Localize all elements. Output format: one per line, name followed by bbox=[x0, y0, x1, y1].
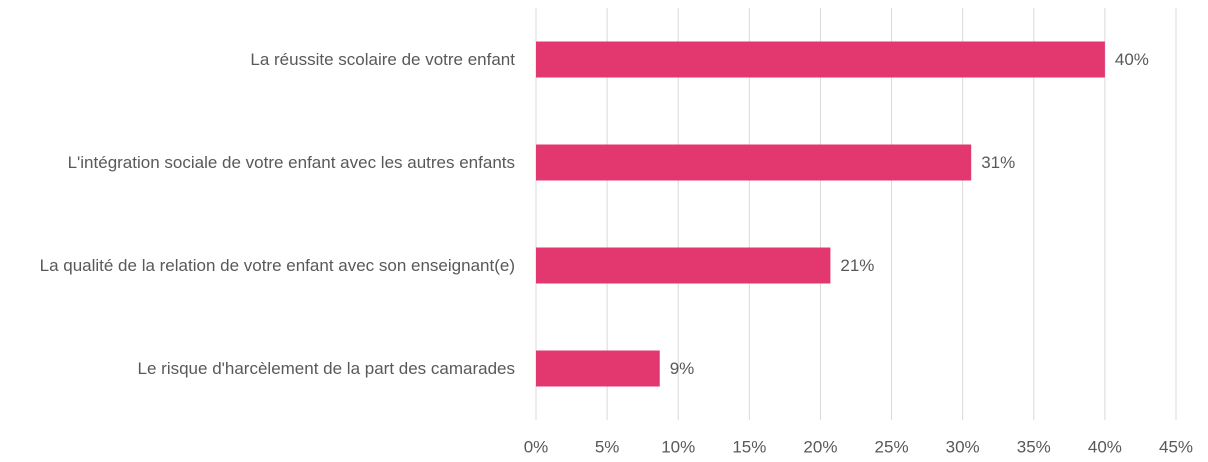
x-tick-label: 45% bbox=[1159, 437, 1193, 456]
value-label: 31% bbox=[981, 153, 1015, 172]
value-label: 21% bbox=[840, 256, 874, 275]
bar bbox=[536, 247, 831, 284]
bar bbox=[536, 41, 1105, 78]
category-label: La qualité de la relation de votre enfan… bbox=[39, 255, 515, 275]
value-label: 9% bbox=[670, 359, 695, 378]
bar bbox=[536, 144, 972, 181]
x-tick-label: 35% bbox=[1017, 437, 1051, 456]
bar bbox=[536, 350, 660, 387]
x-tick-label: 25% bbox=[875, 437, 909, 456]
category-label: L'intégration sociale de votre enfant av… bbox=[67, 152, 515, 172]
x-tick-label: 0% bbox=[524, 437, 549, 456]
category-label: La réussite scolaire de votre enfant bbox=[250, 49, 515, 69]
x-tick-label: 15% bbox=[732, 437, 766, 456]
x-tick-label: 5% bbox=[595, 437, 620, 456]
x-tick-label: 30% bbox=[946, 437, 980, 456]
x-tick-label: 20% bbox=[803, 437, 837, 456]
x-tick-label: 40% bbox=[1088, 437, 1122, 456]
x-tick-label: 10% bbox=[661, 437, 695, 456]
category-label: Le risque d'harcèlement de la part des c… bbox=[137, 358, 515, 378]
value-label: 40% bbox=[1115, 50, 1149, 69]
